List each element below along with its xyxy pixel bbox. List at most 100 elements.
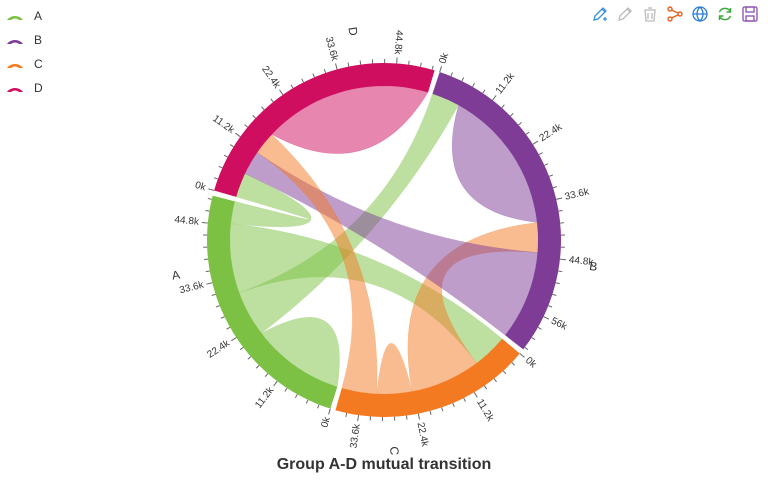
group-arc-c — [335, 338, 520, 417]
tick-label: 0k — [523, 355, 539, 371]
legend: A B C D — [6, 4, 43, 100]
group-label-b: B — [588, 259, 598, 274]
legend-item-b[interactable]: B — [6, 28, 43, 52]
legend-item-a[interactable]: A — [6, 4, 43, 28]
tick-mark — [290, 84, 294, 89]
legend-label: D — [34, 81, 43, 95]
group-arc-a — [207, 195, 338, 409]
tick-mark — [235, 132, 241, 138]
tick-label: 56k — [549, 316, 569, 333]
tick-mark — [472, 83, 475, 87]
chord-ribbons — [229, 85, 539, 395]
tick-mark — [247, 356, 252, 360]
tick-label: 11.2k — [253, 384, 277, 410]
tick-mark — [206, 282, 213, 285]
edit-icon[interactable] — [590, 4, 610, 24]
tick-mark — [544, 163, 549, 166]
tick-mark — [323, 68, 327, 74]
tick-mark — [252, 115, 256, 119]
tick-mark — [510, 112, 514, 117]
tick-mark — [408, 60, 410, 65]
tick-mark — [463, 397, 466, 402]
group-label-c: C — [387, 446, 401, 456]
tick-mark — [305, 399, 309, 404]
tick-label: 22.4k — [415, 421, 431, 448]
legend-label: B — [34, 33, 43, 47]
tick-mark — [273, 380, 278, 387]
tick-mark — [279, 89, 284, 95]
group-arcs — [207, 62, 561, 417]
tick-mark — [493, 378, 497, 383]
save-icon[interactable] — [740, 4, 760, 24]
tick-mark — [405, 415, 408, 420]
tick-mark — [201, 221, 208, 224]
tick-mark — [537, 326, 542, 330]
tick-mark — [211, 293, 216, 296]
graph-icon[interactable] — [665, 4, 685, 24]
globe-icon[interactable] — [690, 4, 710, 24]
tick-mark — [335, 63, 338, 70]
tick-mark — [294, 394, 298, 399]
tick-mark — [558, 210, 563, 212]
tick-mark — [226, 326, 231, 330]
legend-item-d[interactable]: D — [6, 76, 43, 100]
tick-mark — [229, 144, 234, 148]
tick-label: 22.4k — [205, 337, 232, 360]
tick-mark — [208, 188, 215, 191]
group-arc-b — [432, 71, 561, 350]
legend-item-c[interactable]: C — [6, 52, 43, 76]
tick-label: 33.6k — [348, 422, 363, 449]
tick-mark — [558, 270, 563, 273]
refresh-icon[interactable] — [715, 4, 735, 24]
tick-mark — [220, 316, 225, 319]
tick-mark — [483, 385, 488, 390]
tick-mark — [218, 165, 223, 169]
tick-mark — [501, 104, 505, 109]
tick-mark — [261, 106, 265, 111]
tick-label: 44.8k — [174, 215, 200, 228]
tick-mark — [205, 270, 210, 273]
tick-mark — [205, 209, 210, 212]
tick-mark — [450, 72, 453, 77]
tick-mark — [264, 373, 269, 377]
tick-mark — [429, 410, 432, 415]
tick-mark — [532, 140, 539, 145]
tick-mark — [518, 122, 522, 126]
tick-mark — [270, 98, 274, 103]
tick-mark — [552, 186, 558, 189]
tick-mark — [328, 408, 331, 415]
tick-mark — [213, 177, 218, 180]
tick-mark — [492, 95, 497, 101]
chart-title: Group A-D mutual transition — [276, 456, 492, 473]
chord-ribbon-a-a — [261, 317, 340, 388]
tick-mark — [301, 78, 304, 83]
tick-mark — [347, 62, 350, 67]
tick-label: 22.4k — [538, 121, 565, 144]
tick-mark — [555, 282, 560, 285]
tick-mark — [461, 77, 465, 82]
chord-ribbon-b-b — [451, 104, 538, 223]
legend-label: C — [34, 57, 43, 71]
tick-mark — [502, 370, 507, 375]
tick-mark — [215, 305, 220, 308]
tick-label: 11.2k — [210, 113, 236, 136]
legend-swatch-icon — [6, 11, 24, 21]
tick-mark — [482, 89, 486, 94]
tick-mark — [419, 62, 422, 67]
tick-label: 22.4k — [259, 64, 283, 91]
tick-label: 44.8k — [568, 255, 595, 269]
tick-label: 33.6k — [178, 279, 205, 296]
eraser-icon[interactable] — [615, 4, 635, 24]
tick-mark — [239, 346, 244, 351]
tick-mark — [531, 337, 536, 341]
tick-mark — [525, 131, 530, 135]
tick-label: 11.2k — [474, 397, 496, 424]
tick-mark — [359, 60, 362, 65]
tick-mark — [452, 402, 455, 407]
tick-mark — [441, 407, 444, 412]
tick-label: 44.8k — [392, 30, 405, 56]
tick-mark — [345, 412, 348, 418]
group-label-d: D — [345, 26, 360, 37]
tick-mark — [284, 387, 288, 392]
trash-icon[interactable] — [640, 4, 660, 24]
